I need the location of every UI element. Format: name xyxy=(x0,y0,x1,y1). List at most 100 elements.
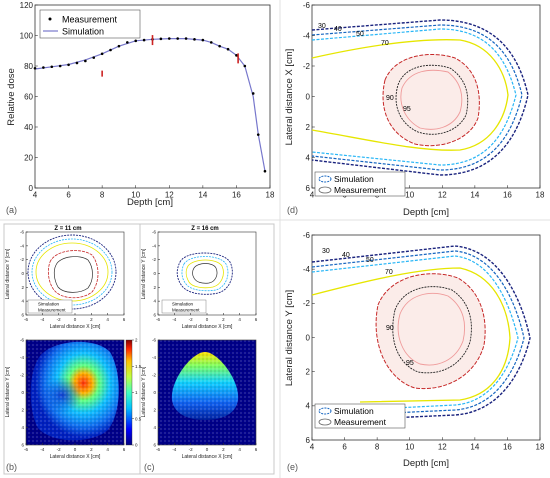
panel-c-xtick-label: 2 xyxy=(222,317,225,322)
panel-b-heatmap-ytick-label: -6 xyxy=(20,338,24,343)
panel-b-heatmap-ytick-label: -4 xyxy=(20,355,24,360)
panel-d-label-50: 50 xyxy=(356,31,364,38)
panel-e-label-95: 95 xyxy=(406,360,414,367)
panel-d-ytick-label: 6 xyxy=(306,184,311,193)
panel-c-heatmap-ytick-label: -4 xyxy=(152,355,156,360)
panel-c-ytick-label: -4 xyxy=(152,243,156,248)
measurement-point xyxy=(117,44,121,48)
panel-d-legend-sim: Simulation xyxy=(334,174,374,184)
measurement-point xyxy=(193,38,196,41)
panel-c-legend-meas: Measurement xyxy=(172,308,200,313)
measurement-point xyxy=(84,59,87,63)
panel-e-xtick-label: 12 xyxy=(438,443,447,452)
panel-e-label-90: 90 xyxy=(386,325,394,332)
panel-d-legend-sim-icon xyxy=(318,175,332,183)
measurement-point xyxy=(209,41,213,44)
panel-c-heatmap-xlabel: Lateral distance X [cm] xyxy=(182,454,233,460)
panel-b-heatmap-ytick-label: 2 xyxy=(21,408,24,413)
panel-d-letter: (d) xyxy=(287,205,298,215)
panel-b-ytick-label: -4 xyxy=(20,243,24,248)
panel-c-heatmap-xtick-label: 0 xyxy=(206,447,209,452)
panel-b-ytick-label: -2 xyxy=(20,257,24,262)
panel-a-ytick-label: 100 xyxy=(20,31,34,40)
panel-e-xtick-label: 18 xyxy=(536,443,545,452)
panel-c-heatmap-xtick-label: -6 xyxy=(156,447,160,452)
panel-d-xtick-label: 4 xyxy=(310,191,315,200)
panel-c-heatmap-xtick-label: 6 xyxy=(255,447,258,452)
panel-a-xtick-label: 18 xyxy=(266,191,275,200)
panel-b-heatmap-xtick-label: 6 xyxy=(123,447,126,452)
panel-e-legend-sim-icon xyxy=(318,407,332,415)
panel-e-legend-meas: Measurement xyxy=(334,417,387,427)
isodose-outer xyxy=(176,252,233,295)
panel-e-contour-y: 30 40 50 70 90 95 4 6 8 10 12 14 16 18-6-4-2024… xyxy=(284,231,545,472)
panel-e-isodose-lines xyxy=(311,245,531,421)
panel-b-ytick-label: 0 xyxy=(21,271,24,276)
panel-b-xtick-label: 2 xyxy=(90,317,93,322)
panel-a-xtick-label: 10 xyxy=(131,191,140,200)
panel-b-xlabel: Lateral distance X [cm] xyxy=(50,324,101,330)
panel-b-heatmap-xtick-label: 4 xyxy=(106,447,109,452)
panel-a-xtick-label: 8 xyxy=(100,191,105,200)
panel-c-heatmap-noise xyxy=(158,340,256,445)
panel-b-ytick-label: 2 xyxy=(21,285,24,290)
panel-c-ytick-label: 6 xyxy=(153,313,156,318)
panel-b-ytick-label: 6 xyxy=(21,313,24,318)
panel-a-ytick-label: 60 xyxy=(24,92,33,101)
panel-c-title: Z = 16 cm xyxy=(191,226,219,232)
panel-c-heatmap-xtick-label: -2 xyxy=(189,447,193,452)
panel-b-heatmap-xtick-label: -6 xyxy=(24,447,28,452)
panel-b-xtick-label: 0 xyxy=(74,317,77,322)
panel-b-title: Z = 11 cm xyxy=(54,226,81,232)
panel-d-ytick-label: 0 xyxy=(306,92,311,101)
panel-c-isodose-lines xyxy=(176,252,233,295)
panel-c-xtick-label: -2 xyxy=(189,317,193,322)
panel-bc-frame xyxy=(3,223,275,475)
panel-c-heatmap-xtick-label: 2 xyxy=(222,447,225,452)
panel-d-ylabel: Lateral distance X [cm] xyxy=(284,49,295,146)
panel-d-xtick-label: 14 xyxy=(470,191,479,200)
measurement-point xyxy=(176,37,179,40)
panel-a-xtick-label: 12 xyxy=(165,191,174,200)
panel-b-heatmap-xtick-label: 0 xyxy=(74,447,77,452)
isodose-40 xyxy=(311,250,525,416)
panel-b-heatmap-xtick-label: -2 xyxy=(57,447,61,452)
panel-b-xtick-label: 6 xyxy=(123,317,126,322)
isodose-95-measured xyxy=(392,286,472,374)
panel-b-ylabel: Lateral distance Y [cm] xyxy=(5,248,11,299)
panel-a-letter: (a) xyxy=(6,205,17,215)
colorbar-tick-label: 1 xyxy=(135,390,138,395)
panel-b-xtick-label: -4 xyxy=(40,317,44,322)
panel-b-heatmap-ytick-label: 6 xyxy=(21,443,24,448)
panel-a-depth-dose: 4 6 8 10 12 14 16 18 0 20 40 60 80 100 120 Measurement… xyxy=(6,1,275,215)
panel-d-axes-box xyxy=(311,4,541,189)
measurement-point xyxy=(256,133,260,136)
measurement-point xyxy=(142,38,146,42)
panel-b-heatmap-ylabel: Lateral distance Y [cm] xyxy=(5,366,11,417)
measurement-point xyxy=(100,52,104,56)
panel-a-ytick-label: 20 xyxy=(24,153,33,162)
panel-e-legend-meas-icon xyxy=(318,418,332,426)
measurement-point xyxy=(126,41,129,44)
measurement-point xyxy=(201,38,205,42)
panel-c-xtick-label: 0 xyxy=(206,317,209,322)
panel-a-xtick-label: 16 xyxy=(232,191,241,200)
panel-c-xlabel: Lateral distance X [cm] xyxy=(182,324,233,330)
panel-a-xtick-label: 4 xyxy=(33,191,38,200)
panel-e-xtick-label: 16 xyxy=(503,443,512,452)
measurement-point xyxy=(67,63,70,67)
colorbar-tick-label: 2 xyxy=(135,338,138,343)
panel-b-legend-meas: Measurement xyxy=(38,308,66,313)
panel-d-xtick-label: 12 xyxy=(438,191,447,200)
panel-e-xtick-label: 14 xyxy=(470,443,479,452)
panel-c-heatmap-ytick-label: -6 xyxy=(152,338,156,343)
panel-d-legend-meas: Measurement xyxy=(334,185,387,195)
panel-a-ytick-label: 40 xyxy=(24,123,33,132)
colorbar-tick-label: 0 xyxy=(135,443,138,448)
panel-d-ytick-label: -4 xyxy=(303,31,311,40)
panel-c-letter: (c) xyxy=(144,462,155,472)
